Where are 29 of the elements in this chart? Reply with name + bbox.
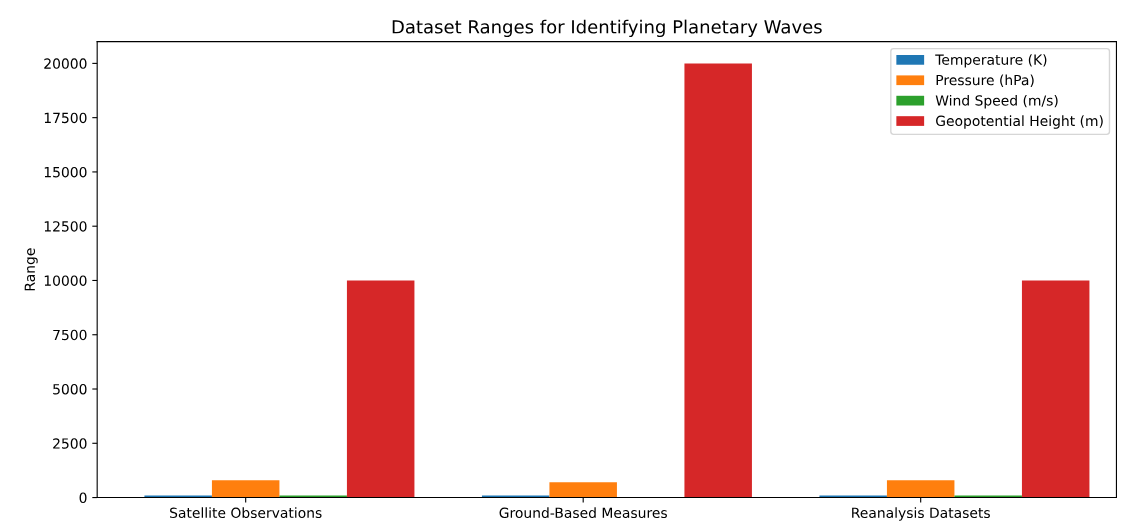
bar bbox=[1021, 280, 1090, 498]
y-tick-label: 12500 bbox=[44, 221, 87, 232]
chart-title: Dataset Ranges for Identifying Planetary Waves bbox=[392, 19, 822, 38]
bar bbox=[684, 63, 752, 498]
bar bbox=[886, 480, 955, 498]
bar bbox=[211, 480, 280, 498]
y-tick-label: 15000 bbox=[44, 166, 87, 178]
bar bbox=[481, 495, 550, 498]
y-tick-label: 17500 bbox=[44, 112, 87, 124]
legend-label: Temperature (K) bbox=[935, 54, 1047, 68]
legend-label: Wind Speed (m/s) bbox=[935, 94, 1058, 109]
y-tick-label: 5000 bbox=[53, 383, 87, 395]
bar bbox=[819, 495, 887, 498]
y-tick-label: 0 bbox=[79, 492, 87, 504]
legend-label: Pressure (hPa) bbox=[936, 74, 1034, 87]
bar bbox=[954, 495, 1022, 498]
bar bbox=[346, 280, 415, 498]
x-tick-label: Satellite Observations bbox=[170, 507, 322, 519]
x-tick-label: Reanalysis Datasets bbox=[852, 507, 990, 521]
bar bbox=[144, 495, 212, 498]
x-tick-label: Ground-Based Measures bbox=[499, 507, 667, 519]
legend-label: Geopotential Height (m) bbox=[936, 115, 1103, 129]
y-tick-label: 10000 bbox=[44, 275, 87, 286]
y-axis-title: Range bbox=[24, 248, 38, 291]
bar bbox=[549, 482, 617, 498]
y-tick-label: 20000 bbox=[44, 58, 87, 69]
y-tick-label: 7500 bbox=[53, 329, 87, 341]
y-tick-label: 2500 bbox=[53, 438, 87, 449]
bar bbox=[279, 495, 347, 498]
